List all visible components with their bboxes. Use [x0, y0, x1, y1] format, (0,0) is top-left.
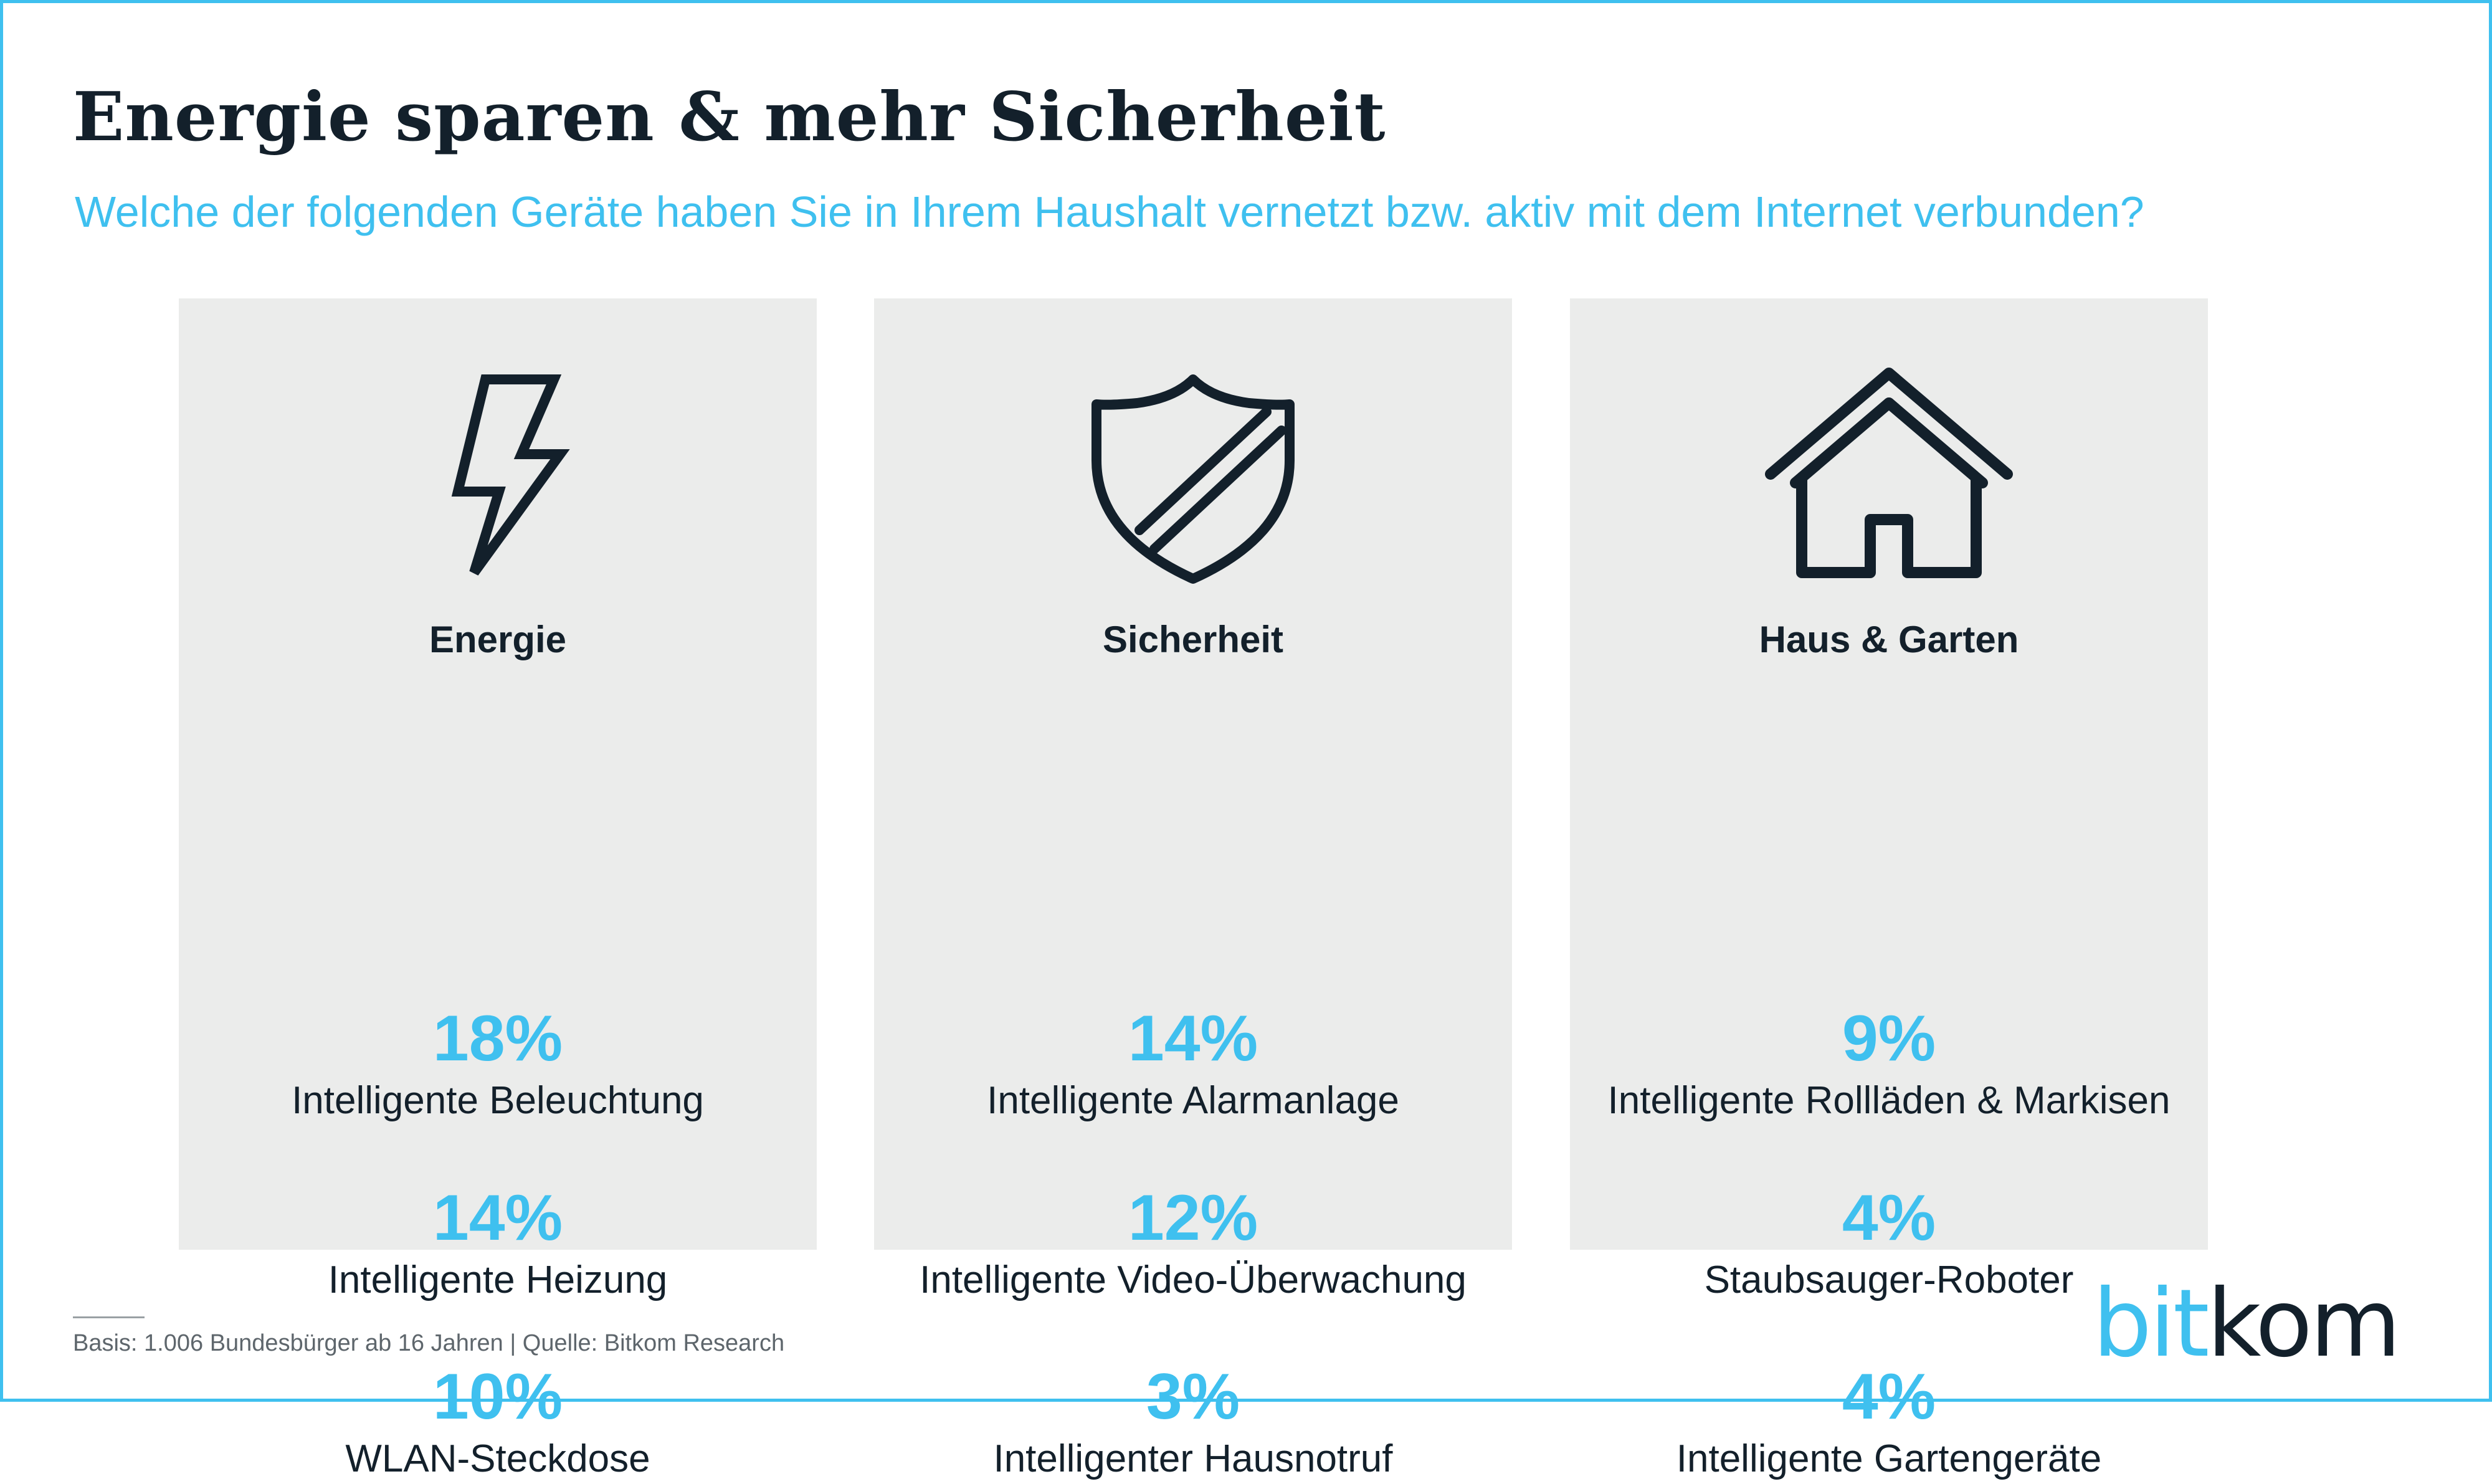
stat-item: 3% Intelligenter Hausnotruf	[874, 1359, 1512, 1484]
panel-energie: Energie 18% Intelligente Beleuchtung 14%…	[179, 298, 817, 1480]
stat-item: 12% Intelligente Video-Überwachung	[874, 1181, 1512, 1305]
stat-label: Staubsauger-Roboter	[1704, 1258, 2074, 1301]
panel-haus-garten: Haus & Garten 9% Intelligente Rollläden …	[1570, 298, 2208, 1480]
page-title: Energie sparen & mehr Sicherheit	[73, 78, 1386, 156]
stat-item: 9% Intelligente Rollläden & Markisen	[1570, 1001, 2208, 1126]
stat-percent: 4%	[1842, 1182, 1936, 1254]
panel-heading: Haus & Garten	[1759, 619, 2019, 660]
stat-percent: 18%	[432, 1002, 563, 1075]
stat-percent: 14%	[1128, 1002, 1258, 1075]
stat-percent: 14%	[432, 1182, 563, 1254]
page-subtitle: Welche der folgenden Geräte haben Sie in…	[75, 188, 2144, 236]
panel-sicherheit: Sicherheit 14% Intelligente Alarmanlage …	[874, 298, 1512, 1480]
house-icon	[1758, 367, 2020, 591]
stat-label: Intelligente Heizung	[328, 1258, 668, 1301]
stat-label: Intelligente Alarmanlage	[987, 1079, 1399, 1122]
stat-percent: 12%	[1128, 1182, 1258, 1254]
stat-item: 4% Intelligente Gartengeräte	[1570, 1359, 2208, 1484]
stat-item: 10% WLAN-Steckdose	[179, 1359, 817, 1484]
stat-label: Intelligente Beleuchtung	[292, 1079, 704, 1122]
panel-heading: Energie	[429, 619, 567, 660]
stat-label: Intelligente Gartengeräte	[1676, 1437, 2102, 1480]
lightning-bolt-icon	[367, 367, 629, 591]
stat-item: 4% Staubsauger-Roboter	[1570, 1181, 2208, 1305]
stat-percent: 3%	[1146, 1361, 1240, 1433]
panel-heading: Sicherheit	[1102, 619, 1284, 660]
logo-part-kom: kom	[2207, 1270, 2401, 1378]
shield-icon	[1062, 367, 1324, 591]
footer-source: Basis: 1.006 Bundesbürger ab 16 Jahren |…	[73, 1330, 785, 1356]
stat-label: WLAN-Steckdose	[345, 1437, 650, 1480]
stat-percent: 9%	[1842, 1002, 1936, 1075]
stat-label: Intelligente Video-Überwachung	[920, 1258, 1467, 1301]
stat-label: Intelligenter Hausnotruf	[993, 1437, 1393, 1480]
stat-item: 14% Intelligente Alarmanlage	[874, 1001, 1512, 1126]
stat-label: Intelligente Rollläden & Markisen	[1607, 1079, 2171, 1122]
stat-percent: 10%	[432, 1361, 563, 1433]
stat-item: 14% Intelligente Heizung	[179, 1181, 817, 1305]
logo-part-bit: bit	[2092, 1270, 2210, 1378]
footer-divider	[73, 1316, 145, 1318]
stat-item: 18% Intelligente Beleuchtung	[179, 1001, 817, 1126]
bitkom-logo: bitkom	[2092, 1270, 2401, 1378]
